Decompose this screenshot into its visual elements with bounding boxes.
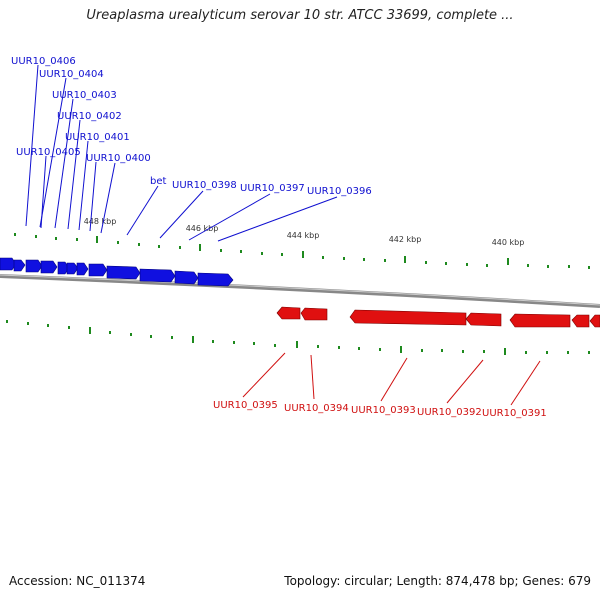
forward-gene-arrow[interactable] [76,262,89,276]
reverse-leader-lines [242,352,541,406]
forward-gene-arrow[interactable] [0,257,17,271]
scale-label-444: 444 kbp [287,231,320,240]
gene-label-uur10-0403: UUR10_0403 [52,90,117,101]
gene-label-uur10-0394: UUR10_0394 [284,403,349,414]
forward-gene-arrow[interactable] [88,263,108,277]
forward-gene-arrow[interactable] [25,259,43,273]
gene-label-uur10-0406: UUR10_0406 [11,56,76,67]
gene-label-uur10-0398: UUR10_0398 [172,180,237,191]
reverse-gene-arrow[interactable] [571,314,590,328]
forward-genes [0,257,234,287]
forward-leader-lines [25,64,338,242]
upper-ticks [14,233,590,269]
forward-gene-arrow[interactable] [174,270,199,285]
gene-label-uur10-0393: UUR10_0393 [351,405,416,416]
gene-label-uur10-0395: UUR10_0395 [213,400,278,411]
genome-backbone-highlight [0,274,600,306]
scale-label-440: 440 kbp [492,238,525,247]
gene-label-uur10-0391: UUR10_0391 [482,408,547,419]
reverse-gene-arrow[interactable] [300,307,328,321]
gene-label-uur10-0392: UUR10_0392 [417,407,482,418]
reverse-genes [276,306,600,328]
forward-gene-arrow[interactable] [197,272,234,287]
accession-text: Accession: NC_011374 [9,574,146,588]
reverse-gene-arrow[interactable] [589,314,600,328]
reverse-gene-arrow[interactable] [465,312,502,327]
reverse-gene-arrow[interactable] [509,313,571,328]
gene-label-bet: bet [150,176,167,187]
forward-gene-arrow[interactable] [139,268,176,283]
scale-label-448: 448 kbp [84,217,117,226]
reverse-gene-arrow[interactable] [276,306,301,320]
gene-label-uur10-0404: UUR10_0404 [39,69,104,80]
forward-gene-arrow[interactable] [66,262,79,275]
scale-label-442: 442 kbp [389,235,422,244]
gene-label-uur10-0400: UUR10_0400 [86,153,151,164]
scale-label-446: 446 kbp [186,224,219,233]
forward-gene-arrow[interactable] [13,259,26,272]
forward-gene-arrow[interactable] [40,260,58,274]
gene-label-uur10-0405: UUR10_0405 [16,147,81,158]
genome-summary-text: Topology: circular; Length: 874,478 bp; … [284,574,591,588]
gene-label-uur10-0397: UUR10_0397 [240,183,305,194]
forward-gene-arrow[interactable] [106,265,141,280]
gene-label-uur10-0401: UUR10_0401 [65,132,130,143]
lower-ticks [6,320,590,355]
gene-label-uur10-0396: UUR10_0396 [307,186,372,197]
reverse-gene-arrow[interactable] [349,309,467,326]
page-title: Ureaplasma urealyticum serovar 10 str. A… [86,8,514,23]
gene-label-uur10-0402: UUR10_0402 [57,111,122,122]
genome-backbone [0,274,600,308]
